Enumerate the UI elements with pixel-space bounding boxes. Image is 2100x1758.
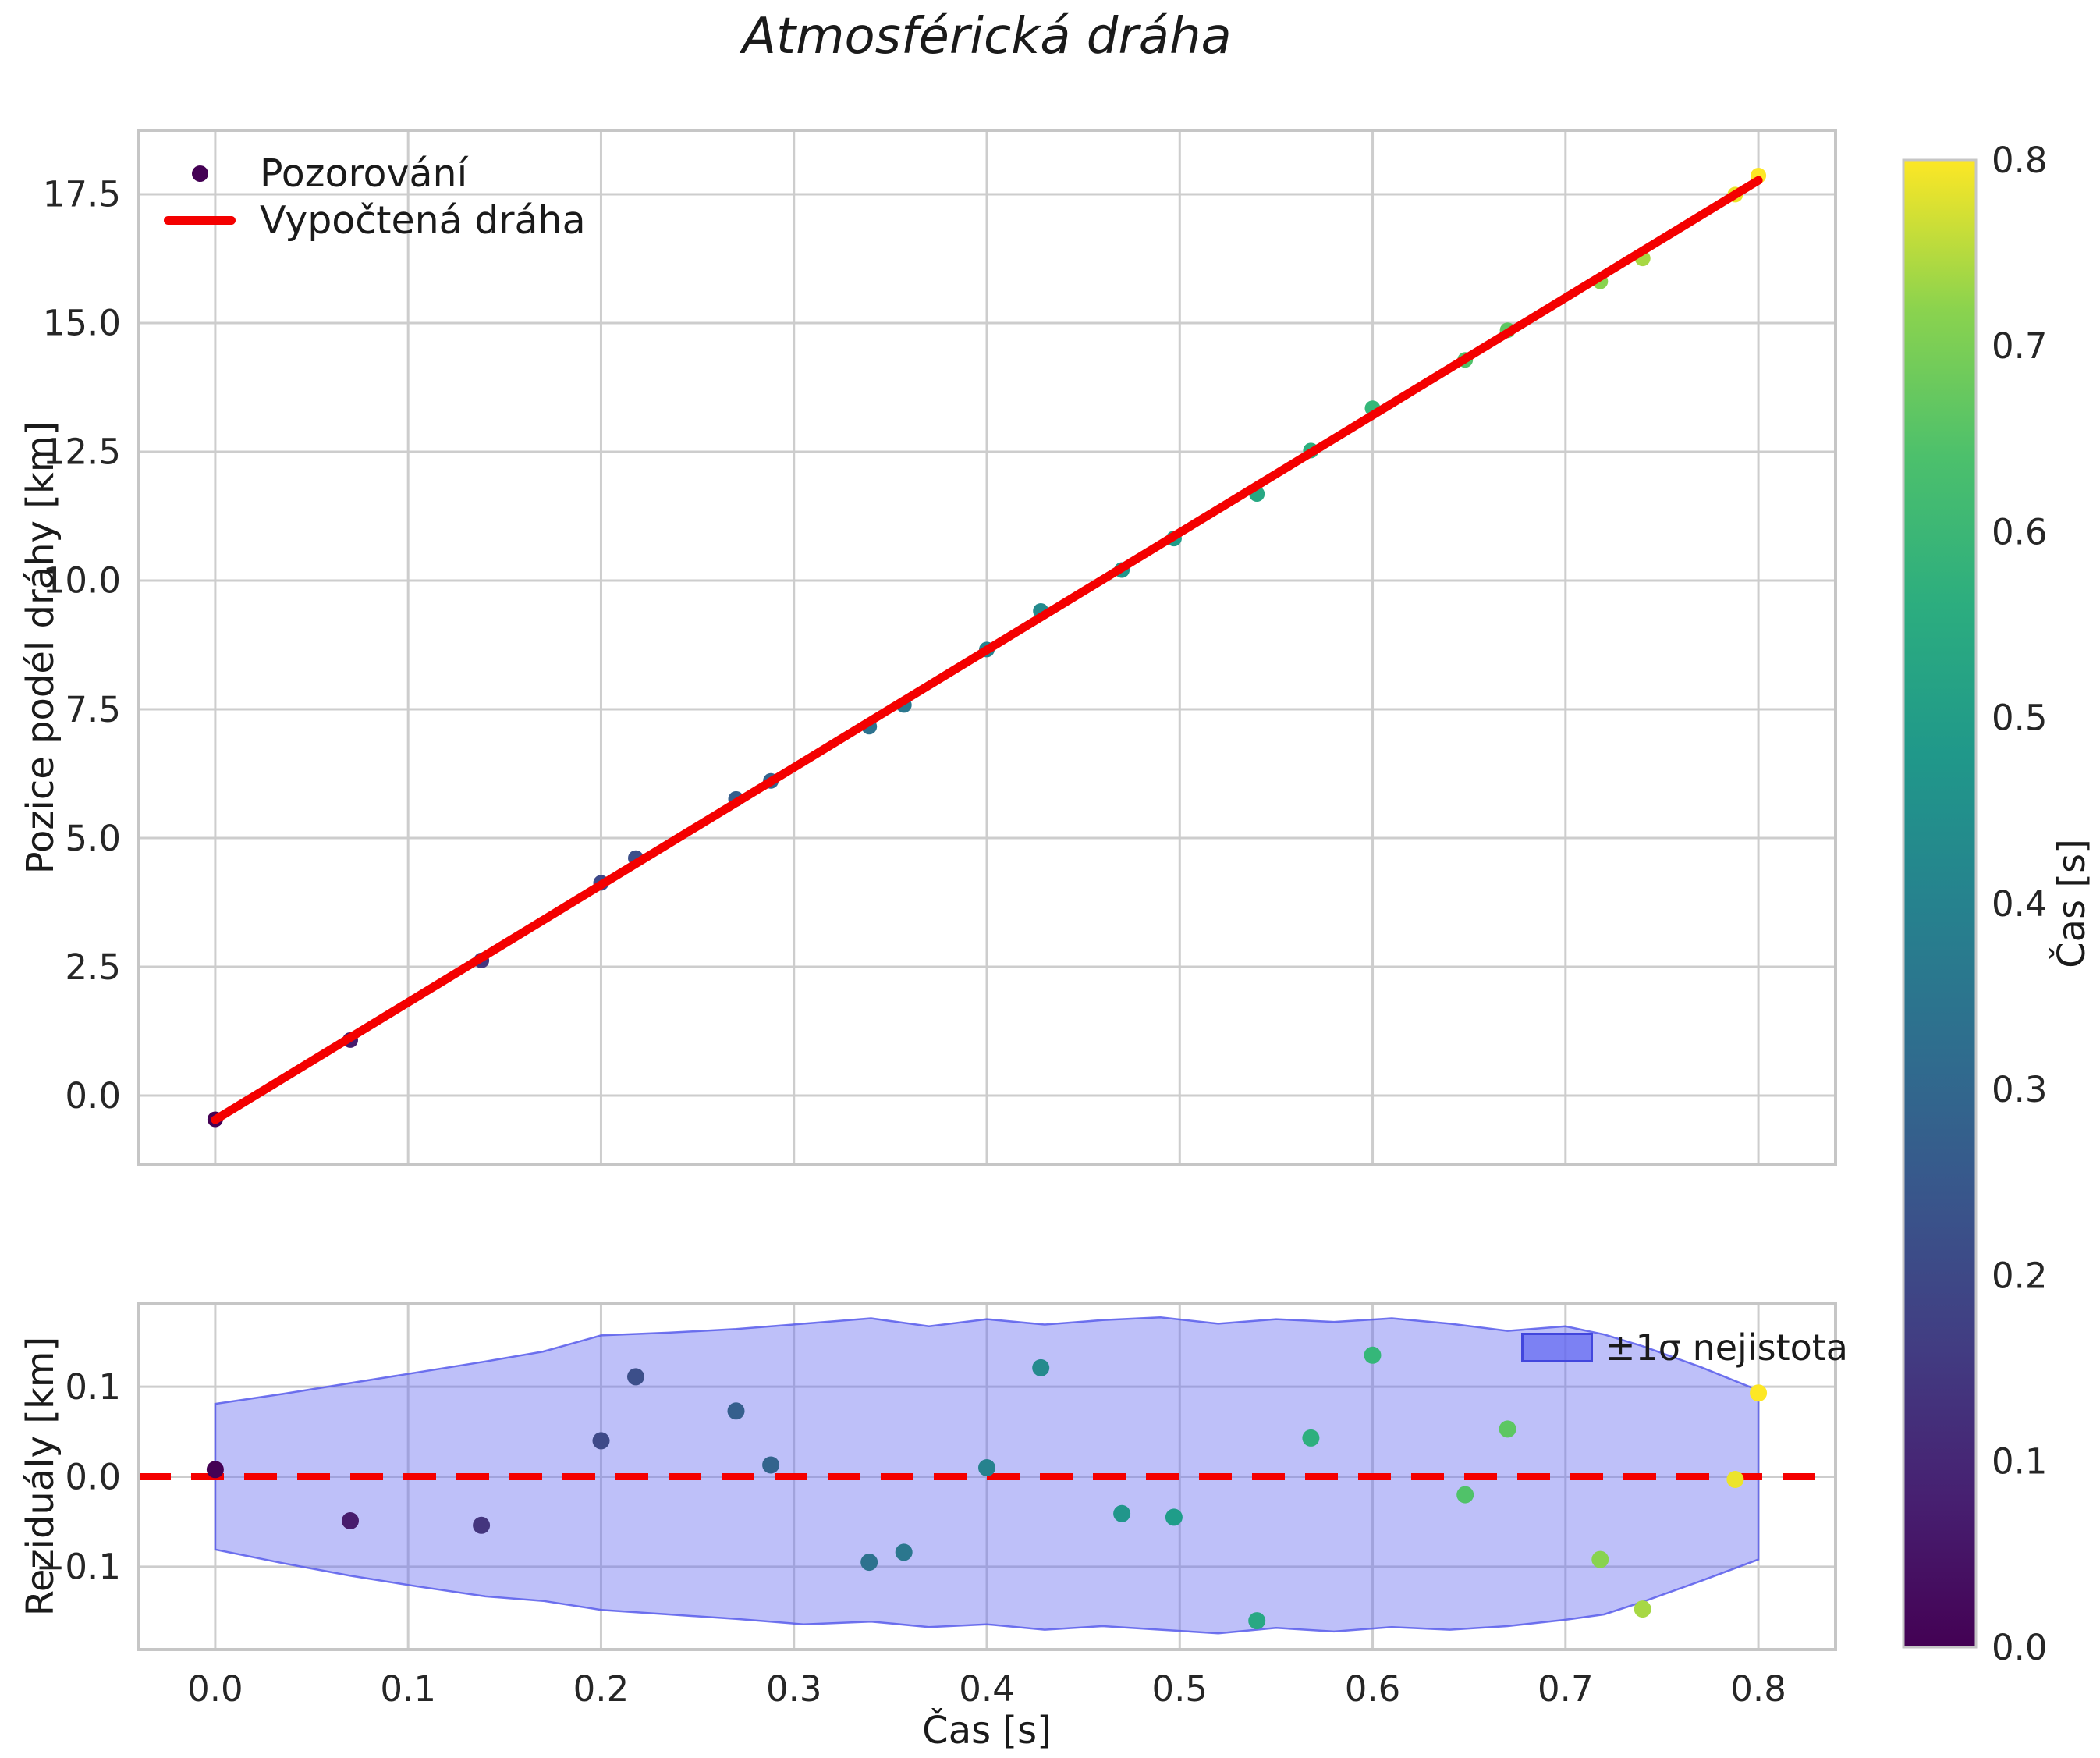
svg-text:0.5: 0.5 [1992,698,2048,739]
svg-text:2.5: 2.5 [65,946,121,988]
svg-text:0.8: 0.8 [1730,1668,1786,1710]
uncertainty-band-swatch-icon [1521,1333,1593,1362]
legend-item-fit-line: Vypočtená dráha [160,197,586,243]
legend-item-observations: Pozorování [160,150,586,197]
svg-text:0.0: 0.0 [187,1668,243,1710]
svg-text:0.4: 0.4 [959,1668,1015,1710]
legend-fitline-label: Vypočtená dráha [260,197,586,243]
svg-text:0.5: 0.5 [1151,1668,1208,1710]
residual-y-tick-labels: −0.1 0.0 0.1 [36,1366,121,1588]
legend-fitline-marker-box [160,215,239,225]
svg-text:−0.1: −0.1 [36,1547,121,1588]
svg-text:10.0: 10.0 [43,560,121,602]
scatter-dot-icon [191,165,208,182]
legend-main-plot: Pozorování Vypočtená dráha [160,150,586,243]
svg-text:0.2: 0.2 [573,1668,630,1710]
residual-plot-spines [137,1302,1837,1651]
y-axis-label-position: Pozice podél dráhy [km] [19,421,62,875]
top-plot-grid [138,130,1836,1164]
legend-residual-plot: ±1σ nejistota [1521,1326,1848,1369]
colorbar-gradient [1902,158,1978,1649]
svg-text:0.8: 0.8 [1992,140,2048,181]
y-axis-label-residuals: Reziduály [km] [19,1336,62,1617]
svg-text:0.3: 0.3 [1992,1069,2048,1110]
legend-observation-marker-box [160,165,239,182]
svg-text:0.6: 0.6 [1992,511,2048,552]
svg-text:0.6: 0.6 [1345,1668,1401,1710]
svg-text:0.3: 0.3 [766,1668,822,1710]
svg-text:7.5: 7.5 [65,689,121,730]
colorbar-label: Čas [s] [2050,839,2094,968]
colorbar-tick-labels: 0.0 0.1 0.2 0.3 0.4 0.5 0.6 0.7 0.8 [1992,140,2048,1668]
red-line-icon [164,215,236,225]
svg-text:5.0: 5.0 [65,818,121,859]
x-axis-label-time: Čas [s] [922,1709,1052,1753]
svg-text:17.5: 17.5 [43,174,121,215]
top-y-tick-labels: 0.0 2.5 5.0 7.5 10.0 12.5 15.0 17.5 [43,174,121,1117]
legend-uncertainty-label: ±1σ nejistota [1605,1326,1848,1369]
svg-text:0.0: 0.0 [1992,1627,2048,1668]
svg-text:0.1: 0.1 [380,1668,436,1710]
figure-title: Atmosférická dráha [742,8,1232,66]
svg-text:0.1: 0.1 [1992,1441,2048,1483]
x-tick-labels: 0.0 0.1 0.2 0.3 0.4 0.5 0.6 0.7 0.8 [187,1668,1786,1710]
svg-text:0.7: 0.7 [1538,1668,1594,1710]
top-plot-spines [137,129,1837,1166]
svg-text:0.0: 0.0 [65,1456,121,1497]
svg-text:0.0: 0.0 [65,1075,121,1117]
legend-observation-label: Pozorování [260,151,468,196]
svg-text:15.0: 15.0 [43,303,121,344]
svg-text:0.7: 0.7 [1992,325,2048,367]
fit-line [211,176,1763,1124]
svg-text:12.5: 12.5 [43,432,121,473]
svg-text:0.4: 0.4 [1992,883,2048,925]
svg-text:0.2: 0.2 [1992,1255,2048,1296]
svg-text:0.1: 0.1 [65,1366,121,1408]
residual-scatter [206,1346,1768,1630]
